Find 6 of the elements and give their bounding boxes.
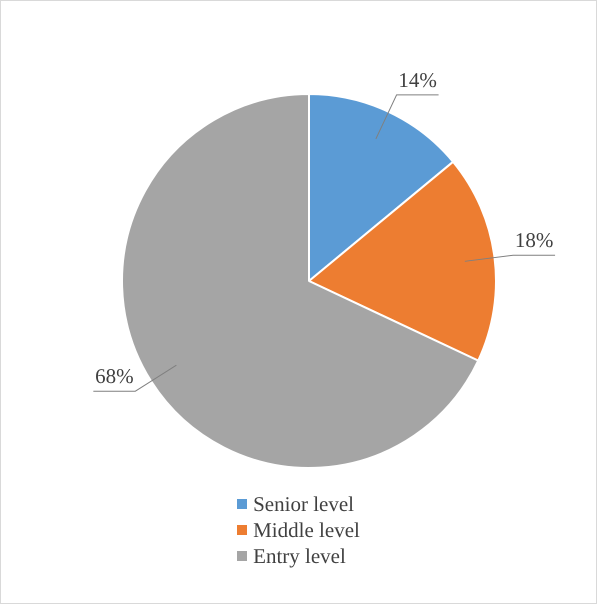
legend-label: Senior level [252, 491, 356, 517]
legend-label: Middle level [252, 517, 360, 543]
data-label: 14% [398, 68, 437, 92]
legend-label: Entry level [252, 543, 347, 569]
data-label: 68% [95, 364, 134, 388]
data-label: 18% [514, 228, 554, 252]
